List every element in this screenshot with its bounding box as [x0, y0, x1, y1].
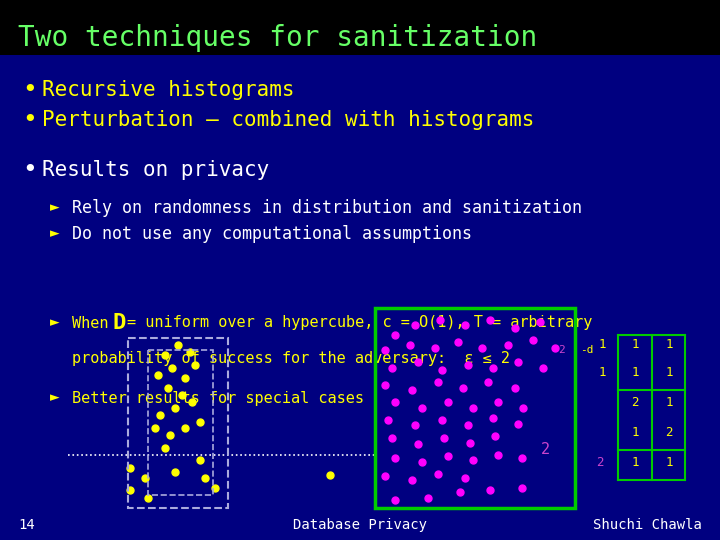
Text: 1: 1: [598, 339, 606, 352]
Text: Rely on randomness in distribution and sanitization: Rely on randomness in distribution and s…: [72, 199, 582, 217]
Text: •: •: [22, 108, 37, 132]
Bar: [0, 0, 720, 55]
Text: ►: ►: [50, 392, 60, 404]
Text: 1: 1: [598, 367, 606, 380]
Text: 1: 1: [665, 367, 672, 380]
Text: 1: 1: [631, 427, 639, 440]
Text: 1: 1: [665, 456, 672, 469]
Text: Do not use any computational assumptions: Do not use any computational assumptions: [72, 225, 472, 243]
Text: When: When: [72, 315, 109, 330]
Text: Two techniques for sanitization: Two techniques for sanitization: [18, 24, 537, 52]
Text: Results on privacy: Results on privacy: [42, 160, 269, 180]
Text: ►: ►: [50, 201, 60, 214]
Text: -d: -d: [580, 345, 593, 355]
Text: 2: 2: [596, 456, 604, 469]
Text: Recursive histograms: Recursive histograms: [42, 80, 294, 100]
Bar: [128, 338, 228, 508]
Text: 2: 2: [541, 442, 549, 457]
Text: probability of success for the adversary:  ε ≤ 2: probability of success for the adversary…: [72, 350, 510, 366]
Text: ►: ►: [50, 227, 60, 240]
Text: •: •: [22, 78, 37, 102]
Text: 2: 2: [558, 345, 564, 355]
Text: 1: 1: [631, 339, 639, 352]
Text: 14: 14: [18, 518, 35, 532]
Text: 1: 1: [665, 339, 672, 352]
Text: 1: 1: [631, 367, 639, 380]
Text: D: D: [113, 313, 127, 333]
Text: Shuchi Chawla: Shuchi Chawla: [593, 518, 702, 532]
Text: •: •: [22, 158, 37, 182]
Text: 1: 1: [665, 396, 672, 409]
Text: 1: 1: [631, 456, 639, 469]
Text: = uniform over a hypercube, c = O(1), T = arbitrary: = uniform over a hypercube, c = O(1), T …: [127, 315, 593, 330]
Text: ►: ►: [50, 316, 60, 329]
Text: Perturbation – combined with histograms: Perturbation – combined with histograms: [42, 110, 534, 130]
Bar: [148, 350, 213, 495]
Text: 2: 2: [665, 427, 672, 440]
Text: Database Privacy: Database Privacy: [293, 518, 427, 532]
Text: Better results for special cases: Better results for special cases: [72, 390, 364, 406]
Text: 2: 2: [631, 396, 639, 409]
Bar: [375, 308, 575, 508]
